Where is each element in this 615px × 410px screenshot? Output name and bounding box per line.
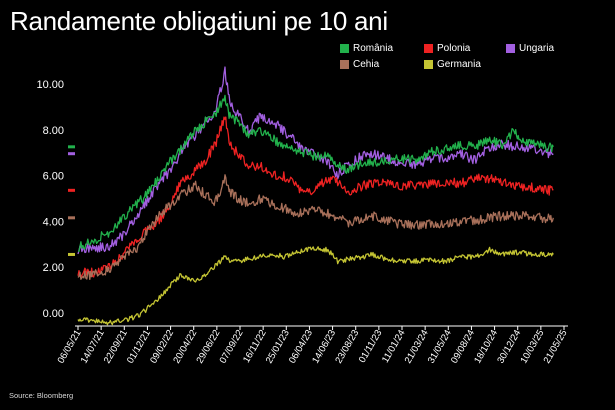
- legend-swatch-romania: [340, 44, 349, 53]
- last-value-marker: [68, 252, 75, 256]
- legend-label-romania: România: [353, 43, 394, 54]
- legend-label-ungaria: Ungaria: [519, 43, 555, 54]
- legend: România Polonia Ungaria Cehia Germania: [340, 43, 580, 73]
- legend-swatch-polonia: [424, 44, 433, 53]
- y-tick-label: 4.00: [43, 216, 64, 228]
- legend-swatch-ungaria: [506, 44, 515, 53]
- legend-label-germania: Germania: [437, 59, 481, 70]
- legend-label-polonia: Polonia: [437, 43, 471, 54]
- y-tick-label: 6.00: [43, 171, 64, 183]
- last-value-marker: [68, 152, 75, 156]
- last-value-marker: [68, 145, 75, 149]
- legend-label-cehia: Cehia: [353, 59, 380, 70]
- legend-item-polonia: Polonia: [424, 43, 470, 54]
- series-line-românia: [77, 94, 554, 252]
- y-tick-label: 0.00: [43, 308, 64, 320]
- chart-title: Randamente obligatiuni pe 10 ani: [10, 6, 388, 36]
- legend-item-romania: România: [340, 43, 393, 54]
- legend-swatch-germania: [424, 60, 433, 69]
- legend-item-ungaria: Ungaria: [506, 43, 554, 54]
- last-value-marker: [68, 216, 75, 220]
- series-line-cehia: [77, 174, 554, 281]
- last-value-marker: [68, 188, 75, 192]
- legend-item-cehia: Cehia: [340, 59, 379, 70]
- legend-swatch-cehia: [340, 60, 349, 69]
- y-tick-label: 2.00: [43, 262, 64, 274]
- y-tick-label: 10.00: [36, 79, 64, 91]
- source-note: Source: Bloomberg: [9, 391, 74, 400]
- y-tick-label: 8.00: [43, 125, 64, 137]
- series-line-germania: [77, 246, 554, 326]
- legend-item-germania: Germania: [424, 59, 481, 70]
